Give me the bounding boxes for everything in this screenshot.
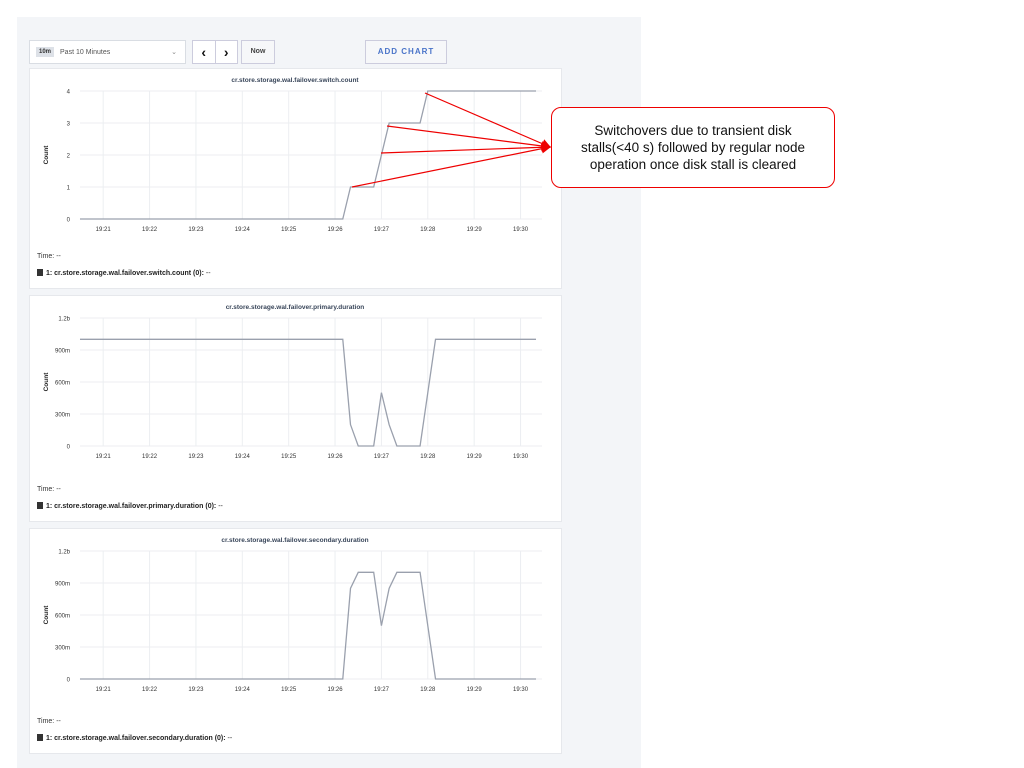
x-tick-label: 19:21: [96, 687, 112, 693]
series-line: [80, 338, 536, 447]
chevron-right-icon[interactable]: ›: [223, 44, 229, 60]
legend-label: 1: cr.store.storage.wal.failover.seconda…: [46, 735, 226, 742]
x-tick-label: 19:28: [420, 227, 436, 233]
x-tick-label: 19:25: [281, 227, 297, 233]
x-tick-label: 19:29: [467, 227, 483, 233]
x-tick-label: 19:30: [513, 227, 529, 233]
time-label: Time:: [37, 718, 55, 725]
time-readout: Time: --: [37, 718, 61, 725]
x-tick-label: 19:25: [281, 687, 297, 693]
legend-swatch: [37, 269, 43, 276]
x-tick-label: 19:30: [513, 454, 529, 460]
x-tick-label: 19:23: [188, 227, 204, 233]
y-tick-label: 900m: [55, 582, 70, 588]
annotation-callout: Switchovers due to transient disk stalls…: [551, 107, 835, 188]
chevron-left-icon[interactable]: ‹: [193, 41, 216, 63]
time-readout: Time: --: [37, 253, 61, 260]
y-axis-label: Count: [43, 145, 50, 165]
annotation-arrow: [386, 125, 552, 151]
time-value: --: [56, 718, 61, 725]
x-tick-label: 19:24: [235, 454, 251, 460]
legend-label: 1: cr.store.storage.wal.failover.switch.…: [46, 270, 204, 277]
x-tick-label: 19:28: [420, 687, 436, 693]
chart-title: cr.store.storage.wal.failover.primary.du…: [226, 304, 365, 311]
annotation-arrow: [351, 143, 552, 188]
annotation-arrow: [380, 142, 552, 154]
legend-value: --: [227, 735, 233, 742]
y-tick-label: 4: [67, 90, 71, 96]
x-tick-label: 19:22: [142, 227, 158, 233]
x-tick-label: 19:21: [96, 227, 112, 233]
legend-item[interactable]: 1: cr.store.storage.wal.failover.switch.…: [37, 269, 211, 277]
x-tick-label: 19:23: [188, 454, 204, 460]
x-tick-label: 19:30: [513, 687, 529, 693]
x-tick-label: 19:24: [235, 227, 251, 233]
chart-svg: cr.store.storage.wal.failover.primary.du…: [43, 304, 542, 460]
x-tick-label: 19:27: [374, 227, 390, 233]
time-label: Time:: [37, 253, 55, 260]
x-tick-label: 19:23: [188, 687, 204, 693]
annotation-arrow: [424, 92, 552, 149]
y-tick-label: 900m: [55, 349, 70, 355]
time-label: Time:: [37, 486, 55, 493]
series-line: [80, 571, 536, 680]
y-tick-label: 0: [67, 445, 71, 451]
x-tick-label: 19:24: [235, 687, 251, 693]
legend-value: --: [205, 270, 211, 277]
legend-swatch: [37, 734, 43, 741]
chart-card-switch-count: cr.store.storage.wal.failover.switch.cou…: [29, 68, 562, 289]
x-tick-label: 19:26: [328, 687, 344, 693]
y-tick-label: 600m: [55, 614, 70, 620]
time-readout: Time: --: [37, 486, 61, 493]
x-tick-label: 19:29: [467, 687, 483, 693]
legend-item[interactable]: 1: cr.store.storage.wal.failover.seconda…: [37, 734, 232, 742]
x-tick-label: 19:27: [374, 454, 390, 460]
y-tick-label: 300m: [55, 646, 70, 652]
legend-label: 1: cr.store.storage.wal.failover.primary…: [46, 503, 217, 510]
time-value: --: [56, 253, 61, 260]
y-tick-label: 3: [67, 122, 71, 128]
series-line: [80, 90, 536, 220]
x-tick-label: 19:21: [96, 454, 112, 460]
legend-swatch: [37, 502, 43, 509]
x-tick-label: 19:25: [281, 454, 297, 460]
chart-svg: cr.store.storage.wal.failover.secondary.…: [43, 537, 542, 693]
time-range-badge: 10m: [36, 47, 55, 57]
x-tick-label: 19:22: [142, 454, 158, 460]
x-tick-label: 19:29: [467, 454, 483, 460]
y-tick-label: 1: [67, 186, 71, 192]
chart-title: cr.store.storage.wal.failover.secondary.…: [221, 537, 368, 544]
add-chart-button[interactable]: ADD CHART: [365, 40, 447, 64]
now-button[interactable]: Now: [241, 40, 275, 64]
y-tick-label: 600m: [55, 381, 70, 387]
y-tick-label: 1.2b: [58, 550, 70, 556]
x-tick-label: 19:28: [420, 454, 436, 460]
x-tick-label: 19:22: [142, 687, 158, 693]
chart-svg: cr.store.storage.wal.failover.switch.cou…: [43, 77, 542, 233]
y-tick-label: 0: [67, 218, 71, 224]
x-tick-label: 19:26: [328, 227, 344, 233]
time-value: --: [56, 486, 61, 493]
chart-card-secondary-duration: cr.store.storage.wal.failover.secondary.…: [29, 528, 562, 754]
y-axis-label: Count: [43, 605, 50, 625]
y-axis-label: Count: [43, 372, 50, 392]
chart-title: cr.store.storage.wal.failover.switch.cou…: [231, 77, 359, 84]
y-tick-label: 1.2b: [58, 317, 70, 323]
y-tick-label: 300m: [55, 413, 70, 419]
time-range-select[interactable]: 10m Past 10 Minutes ⌄: [29, 40, 186, 64]
chevron-down-icon: ⌄: [171, 49, 177, 56]
x-tick-label: 19:27: [374, 687, 390, 693]
y-tick-label: 2: [67, 154, 71, 160]
time-nav: ‹ ›: [192, 40, 238, 64]
legend-value: --: [218, 503, 223, 510]
y-tick-label: 0: [67, 678, 71, 684]
chart-card-primary-duration: cr.store.storage.wal.failover.primary.du…: [29, 295, 562, 522]
x-tick-label: 19:26: [328, 454, 344, 460]
time-range-label: Past 10 Minutes: [60, 48, 111, 56]
legend-item[interactable]: 1: cr.store.storage.wal.failover.primary…: [37, 502, 223, 510]
